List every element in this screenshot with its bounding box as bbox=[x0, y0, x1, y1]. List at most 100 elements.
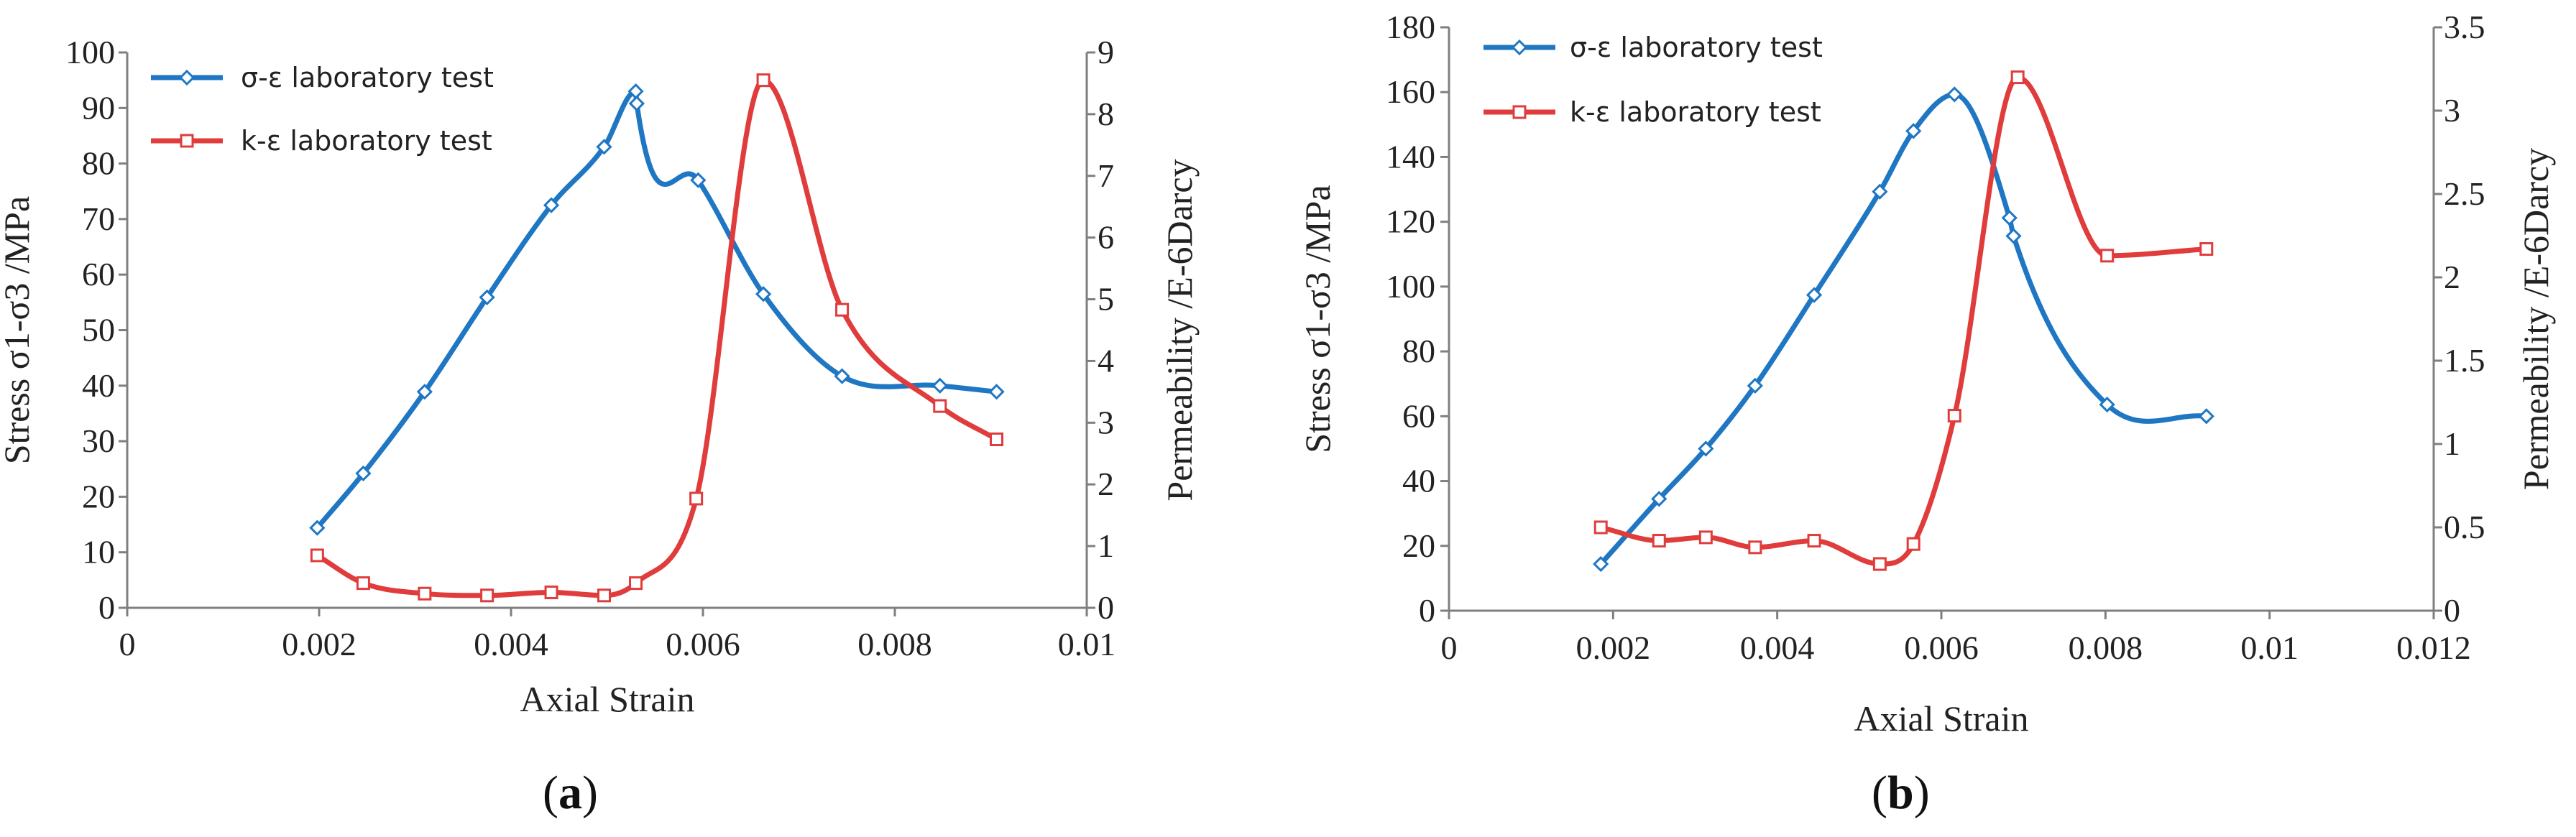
legend-marker-diamond bbox=[178, 69, 196, 86]
data-point-stress bbox=[2005, 228, 2022, 244]
y-right-tick-label: 3.5 bbox=[2444, 9, 2485, 45]
data-point-stress bbox=[628, 95, 645, 112]
data-point-permeability bbox=[990, 433, 1004, 447]
data-point-permeability bbox=[356, 576, 370, 591]
x-tick-label: 0.008 bbox=[857, 626, 932, 662]
y-right-tick-label: 2.5 bbox=[2444, 175, 2485, 212]
y-left-tick-label: 160 bbox=[1386, 73, 1435, 110]
x-tick-label: 0.002 bbox=[1576, 629, 1651, 666]
y-left-tick-label: 70 bbox=[82, 200, 115, 237]
y-right-tick-label: 0.5 bbox=[2444, 509, 2485, 545]
y-left-tick-label: 100 bbox=[65, 34, 115, 70]
data-point-permeability bbox=[2010, 70, 2025, 85]
y-left-tick-label: 40 bbox=[82, 367, 115, 404]
x-tick-label: 0.008 bbox=[2069, 629, 2143, 666]
chart-b: 0 20 40 60 80 100 120 140 160 180 0 0.5 1 1.5 2 2.5 3 3.5… bbox=[1297, 9, 2556, 819]
x-tick-label: 0.004 bbox=[1740, 629, 1815, 666]
x-tick-label: 0.006 bbox=[666, 626, 740, 662]
y-right-tick-label: 1.5 bbox=[2444, 342, 2485, 379]
data-point-permeability bbox=[756, 73, 770, 88]
data-point-permeability bbox=[1807, 534, 1821, 548]
series-line-stress bbox=[314, 88, 999, 531]
x-axis-title: Axial Strain bbox=[1854, 698, 2028, 739]
panel-paren-open: ( bbox=[543, 767, 558, 819]
y-left-tick-label: 0 bbox=[1419, 592, 1435, 629]
y-left-tick-label: 50 bbox=[82, 312, 115, 348]
y-left-tick-label: 80 bbox=[82, 145, 115, 182]
data-point-stress bbox=[690, 172, 707, 188]
panel-paren-open: ( bbox=[1872, 767, 1887, 819]
data-point-permeability bbox=[1748, 540, 1762, 555]
y-left-axis-title: Stress σ1-σ3 /MPa bbox=[0, 196, 37, 464]
data-point-stress bbox=[1698, 440, 1714, 457]
legend-label: k-ε laboratory test bbox=[1570, 96, 1821, 128]
data-point-stress bbox=[1747, 377, 1763, 394]
legend-label: σ-ε laboratory test bbox=[1570, 32, 1823, 63]
y-left-tick-label: 120 bbox=[1386, 203, 1435, 240]
data-point-stress bbox=[479, 289, 495, 306]
data-point-permeability bbox=[1947, 409, 1961, 423]
y-left-tick-label: 80 bbox=[1402, 333, 1435, 369]
panel-label: (a) bbox=[543, 767, 598, 819]
x-tick-label: 0.006 bbox=[1904, 629, 1979, 666]
y-left-tick-label: 100 bbox=[1386, 268, 1435, 305]
data-point-stress bbox=[1946, 86, 1963, 103]
data-point-stress bbox=[932, 377, 948, 394]
data-point-stress bbox=[2001, 210, 2018, 226]
data-point-stress bbox=[834, 368, 850, 384]
data-point-stress bbox=[1806, 287, 1823, 303]
x-tick-label: 0.01 bbox=[2240, 629, 2299, 666]
data-point-permeability bbox=[310, 548, 324, 563]
legend-marker-square bbox=[1512, 105, 1527, 119]
y-right-tick-label: 4 bbox=[1098, 342, 1114, 379]
x-tick-label: 0 bbox=[1441, 629, 1458, 666]
y-left-tick-label: 30 bbox=[82, 422, 115, 459]
y-right-tick-label: 1 bbox=[1098, 527, 1114, 564]
y-right-tick-label: 2 bbox=[1098, 466, 1114, 502]
data-point-permeability bbox=[1698, 530, 1713, 545]
data-point-permeability bbox=[1872, 557, 1887, 571]
panel-paren-close: ) bbox=[582, 767, 598, 819]
legend-label: k-ε laboratory test bbox=[241, 125, 492, 157]
data-point-permeability bbox=[418, 586, 432, 601]
legend-marker-square bbox=[180, 134, 194, 148]
y-right-tick-label: 5 bbox=[1098, 281, 1114, 318]
data-point-permeability bbox=[835, 302, 850, 317]
y-right-tick-label: 1 bbox=[2444, 425, 2460, 462]
panel-label: (b) bbox=[1872, 767, 1930, 819]
data-point-permeability bbox=[1652, 534, 1666, 548]
y-left-tick-label: 20 bbox=[82, 478, 115, 514]
y-right-tick-label: 3 bbox=[1098, 404, 1114, 440]
y-left-tick-label: 60 bbox=[82, 256, 115, 292]
x-tick-label: 0 bbox=[119, 626, 136, 662]
y-left-tick-label: 60 bbox=[1402, 397, 1435, 434]
data-point-permeability bbox=[597, 588, 611, 603]
panel-letter: a bbox=[558, 767, 582, 819]
x-tick-label: 0.004 bbox=[474, 626, 548, 662]
data-point-stress bbox=[1905, 123, 1922, 139]
panel-letter: b bbox=[1887, 767, 1914, 819]
y-left-tick-label: 0 bbox=[98, 589, 115, 626]
data-point-stress bbox=[988, 384, 1005, 400]
data-point-stress bbox=[755, 286, 772, 302]
data-point-permeability bbox=[933, 399, 947, 413]
y-left-tick-label: 180 bbox=[1386, 9, 1435, 45]
y-right-axis-title: Permeability /E-6Darcy bbox=[2516, 148, 2556, 490]
x-tick-label: 0.012 bbox=[2396, 629, 2471, 666]
x-axis-title: Axial Strain bbox=[520, 679, 694, 719]
y-right-tick-label: 6 bbox=[1098, 219, 1114, 256]
y-left-tick-label: 20 bbox=[1402, 527, 1435, 564]
y-right-tick-label: 3 bbox=[2444, 92, 2460, 129]
data-point-permeability bbox=[544, 586, 558, 600]
data-point-permeability bbox=[1593, 520, 1608, 535]
data-point-permeability bbox=[480, 588, 494, 603]
data-point-stress bbox=[1593, 555, 1609, 573]
legend-marker-diamond bbox=[1511, 39, 1528, 56]
data-point-permeability bbox=[2100, 249, 2115, 263]
y-right-tick-label: 8 bbox=[1098, 96, 1114, 132]
panel-paren-close: ) bbox=[1914, 767, 1930, 819]
x-tick-label: 0.002 bbox=[282, 626, 356, 662]
data-point-stress bbox=[355, 465, 372, 482]
